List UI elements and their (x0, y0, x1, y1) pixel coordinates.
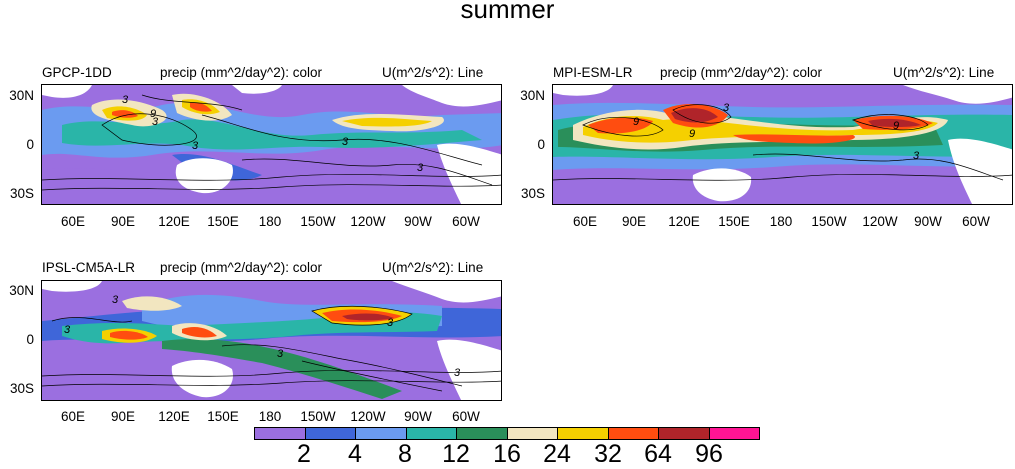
contour-label: 9 (633, 116, 639, 128)
contour-label: 3 (417, 162, 424, 174)
contour-label: 3 (387, 317, 394, 329)
colorbar-label: 16 (493, 440, 521, 468)
panel-contour-label: U(m^2/s^2): Line (382, 65, 484, 80)
colorbar-label: 2 (297, 440, 311, 468)
lon-label: 150W (300, 409, 336, 424)
lon-label: 60E (60, 409, 86, 424)
colorbar-swatch (255, 428, 306, 439)
colorbar-swatch (507, 428, 558, 439)
figure-title: summer (460, 0, 555, 24)
lon-label: 150E (718, 214, 750, 229)
lon-label: 90E (110, 409, 136, 424)
colorbar (254, 427, 760, 440)
contour-label: 3 (152, 116, 159, 128)
contour-label: 9 (689, 128, 695, 140)
contour-label: 3 (723, 102, 730, 114)
map-gpcp: 3 3 9 3 3 3 (41, 84, 502, 205)
colorbar-label: 8 (398, 440, 412, 468)
lat-label: 30N (520, 88, 545, 103)
panel-field-label: precip (mm^2/day^2): color (160, 65, 322, 80)
colorbar-label: 4 (348, 440, 362, 468)
panel-field-label: precip (mm^2/day^2): color (660, 65, 822, 80)
lon-label: 120W (350, 409, 386, 424)
colorbar-label: 64 (644, 440, 672, 468)
colorbar-swatch (608, 428, 659, 439)
lon-label: 90E (621, 214, 647, 229)
contour-label: 3 (122, 94, 129, 106)
colorbar-swatch (558, 428, 609, 439)
contour-label: 3 (342, 136, 349, 148)
colorbar-label: 12 (442, 440, 470, 468)
lon-label: 180 (769, 214, 793, 229)
lon-label: 60W (452, 214, 480, 229)
lon-label: 90W (404, 214, 432, 229)
lon-label: 120W (862, 214, 898, 229)
contour-label: 3 (192, 140, 199, 152)
panel-model-label: MPI-ESM-LR (553, 65, 633, 80)
contour-label: 3 (454, 367, 461, 379)
lat-label: 30S (9, 186, 34, 201)
colorbar-swatch (356, 428, 407, 439)
colorbar-swatch (457, 428, 508, 439)
lat-label: 0 (26, 332, 34, 347)
lon-label: 60E (60, 214, 86, 229)
lon-label: 150W (811, 214, 847, 229)
lon-label: 90W (914, 214, 942, 229)
colorbar-swatch (305, 428, 356, 439)
lat-label: 30S (520, 186, 545, 201)
lon-label: 60E (572, 214, 598, 229)
lon-label: 180 (258, 214, 282, 229)
lat-label: 30N (9, 88, 34, 103)
lon-label: 150W (300, 214, 336, 229)
map-mpi: 9 9 3 9 3 (552, 84, 1013, 205)
lon-label: 60W (962, 214, 990, 229)
contour-label: 9 (150, 108, 156, 120)
panel-contour-label: U(m^2/s^2): Line (382, 260, 484, 275)
lon-label: 120W (350, 214, 386, 229)
lat-label: 30N (9, 283, 34, 298)
map-ipsl: 3 3 3 3 3 (41, 280, 502, 401)
colorbar-swatch (709, 428, 759, 439)
lat-label: 0 (26, 137, 34, 152)
colorbar-label: 24 (543, 440, 571, 468)
panel-field-label: precip (mm^2/day^2): color (160, 260, 322, 275)
lon-label: 90W (404, 409, 432, 424)
colorbar-label: 96 (695, 440, 723, 468)
colorbar-swatch (659, 428, 710, 439)
colorbar-label: 32 (594, 440, 622, 468)
contour-label: 3 (112, 294, 119, 306)
panel-model-label: IPSL-CM5A-LR (42, 260, 136, 275)
contour-label: 3 (913, 150, 920, 162)
lon-label: 60W (452, 409, 480, 424)
lon-label: 180 (258, 409, 282, 424)
lat-label: 0 (537, 137, 545, 152)
lon-label: 120E (158, 214, 190, 229)
panel-model-label: GPCP-1DD (42, 65, 112, 80)
contour-label: 3 (277, 348, 284, 360)
lat-label: 30S (9, 381, 34, 396)
panel-contour-label: U(m^2/s^2): Line (893, 65, 995, 80)
contour-label: 3 (64, 324, 71, 336)
lon-label: 90E (110, 214, 136, 229)
lon-label: 120E (158, 409, 190, 424)
colorbar-swatch (406, 428, 457, 439)
lon-label: 150E (207, 214, 239, 229)
contour-label: 9 (893, 120, 899, 132)
lon-label: 150E (207, 409, 239, 424)
lon-label: 120E (668, 214, 700, 229)
